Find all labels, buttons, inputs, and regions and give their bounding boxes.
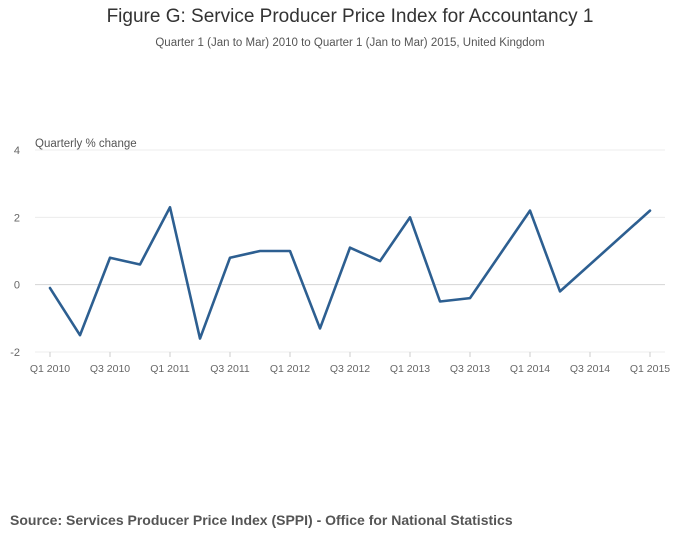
x-tick-label: Q3 2014 — [570, 363, 610, 375]
x-tick-label: Q1 2011 — [150, 363, 190, 375]
series-line — [48, 205, 652, 340]
x-tick-label: Q3 2012 — [330, 363, 370, 375]
y-axis-label: Quarterly % change — [35, 138, 137, 150]
chart-subtitle: Quarter 1 (Jan to Mar) 2010 to Quarter 1… — [155, 37, 545, 49]
x-tick-label: Q1 2015 — [630, 363, 670, 375]
y-tick-label: 2 — [14, 212, 20, 224]
y-tick-label: 4 — [14, 145, 20, 157]
x-tick-label: Q3 2011 — [210, 363, 250, 375]
x-tick-label: Q1 2010 — [30, 363, 70, 375]
series-group — [48, 205, 652, 340]
x-tick-label: Q1 2013 — [390, 363, 430, 375]
x-tick-label: Q1 2012 — [270, 363, 310, 375]
x-axis-ticks: Q1 2010 Q3 2010 Q1 2011 Q3 2011 Q1 2012 Q3 20… — [30, 352, 670, 375]
x-tick-label: Q1 2014 — [510, 363, 550, 375]
y-tick-label: 0 — [14, 280, 20, 292]
source-note: Source: Services Producer Price Index (S… — [10, 512, 513, 528]
y-tick-label: -2 — [10, 347, 20, 359]
x-tick-label: Q3 2013 — [450, 363, 490, 375]
y-axis-ticks: -2 0 2 4 — [10, 145, 20, 359]
x-tick-label: Q3 2010 — [90, 363, 130, 375]
chart-title: Figure G: Service Producer Price Index f… — [106, 6, 594, 27]
